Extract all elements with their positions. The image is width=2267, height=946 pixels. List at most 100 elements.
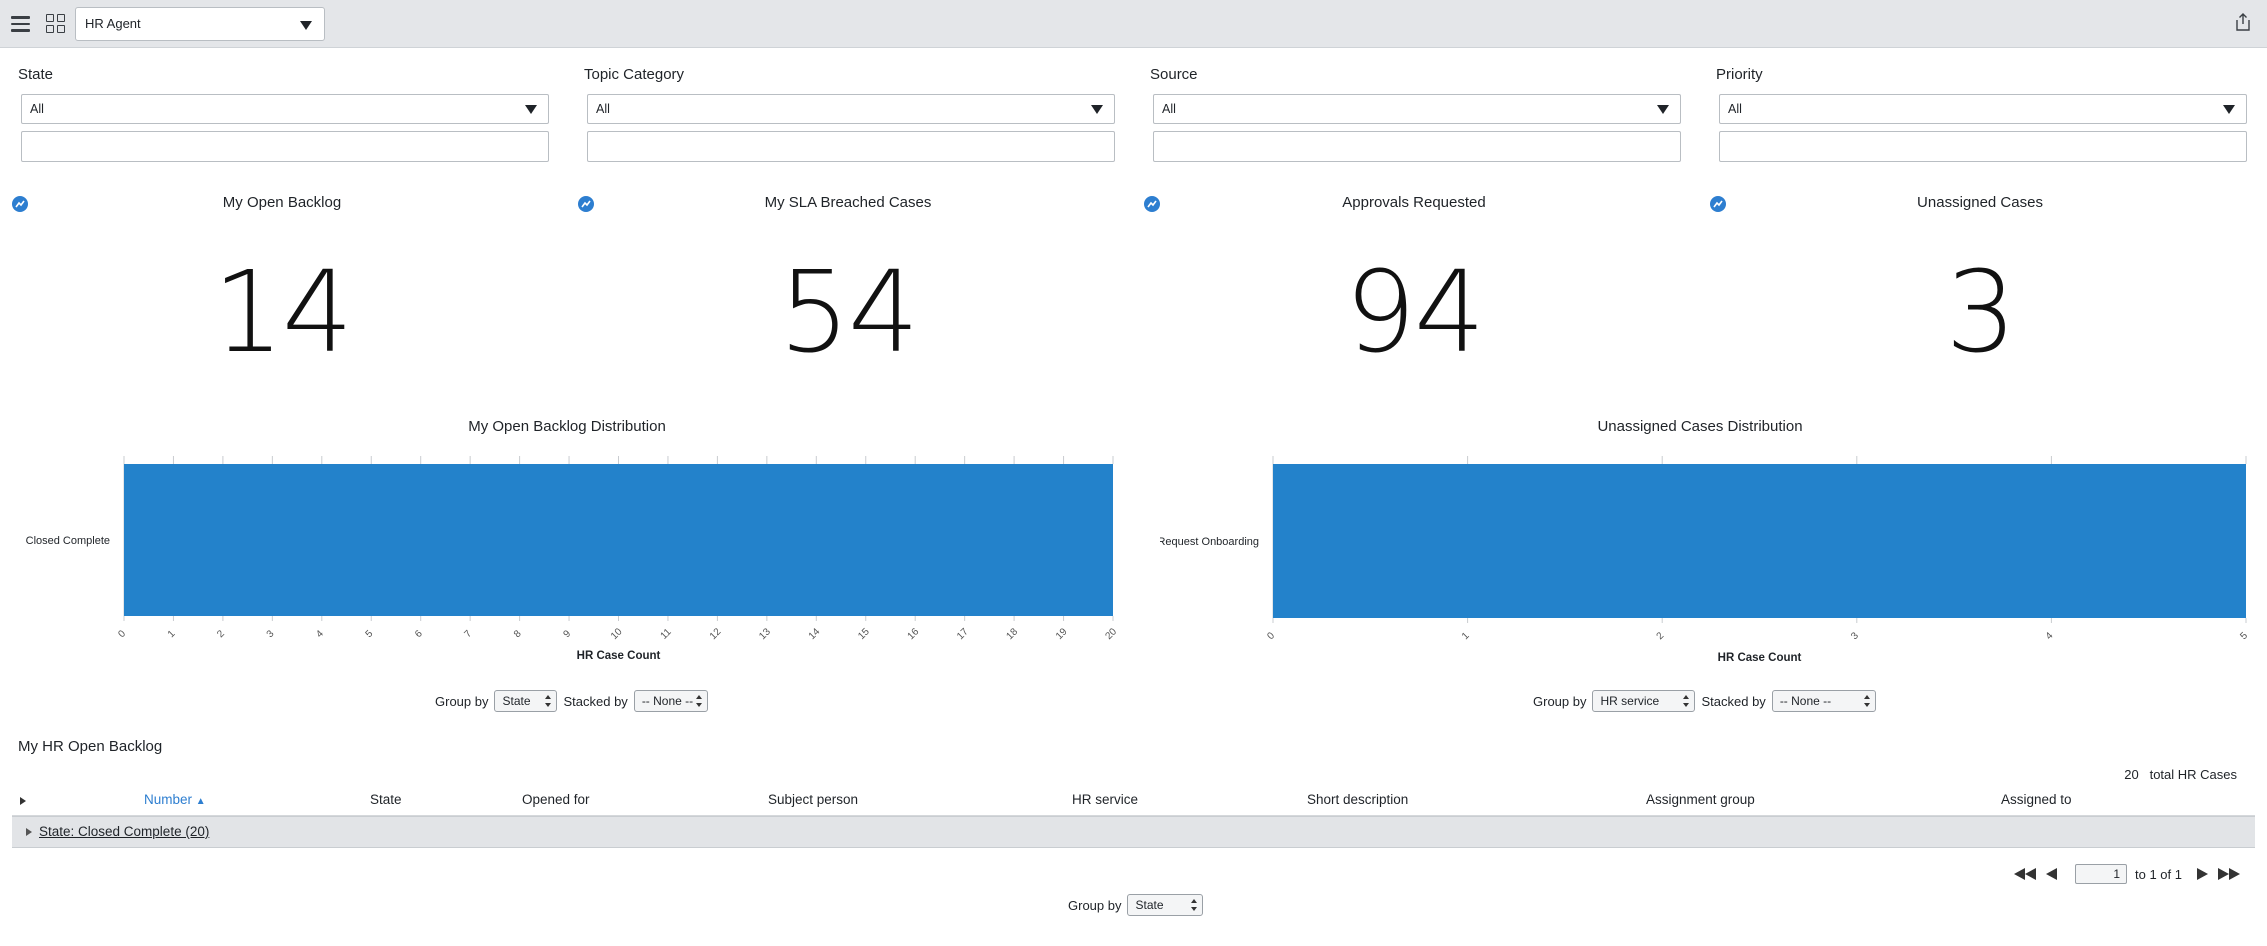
updown-icon: [695, 695, 702, 707]
tick-label: 7: [463, 628, 475, 640]
page-range: to 1 of 1: [2135, 866, 2182, 882]
column-label: Number: [144, 792, 193, 807]
grid-icon[interactable]: [44, 12, 68, 36]
column-state[interactable]: State: [370, 792, 402, 807]
next-page-icon[interactable]: [2196, 868, 2208, 880]
last-page-icon[interactable]: [2218, 868, 2240, 880]
chart-title-unassigned: Unassigned Cases Distribution: [1597, 418, 1803, 435]
dashboard-select-value: HR Agent: [85, 16, 141, 31]
group-row-link[interactable]: State: Closed Complete (20): [39, 824, 210, 839]
tick-label: 18: [1005, 626, 1021, 642]
score-title: Approvals Requested: [1342, 194, 1486, 211]
list-group-by: Group by State: [1068, 894, 1209, 916]
tick-label: 2: [1655, 630, 1667, 642]
tick-label: 17: [955, 626, 971, 642]
tick-label: 3: [1849, 630, 1861, 642]
stacked-by-select[interactable]: -- None --: [1771, 690, 1876, 712]
column-assignment-group[interactable]: Assignment group: [1646, 792, 1755, 807]
analytics-icon[interactable]: [578, 196, 594, 212]
chevron-down-icon: [1657, 105, 1669, 114]
updown-icon: [1863, 695, 1870, 707]
filter-select-source[interactable]: All: [1153, 94, 1681, 124]
dashboard-select[interactable]: HR Agent: [75, 7, 325, 41]
tick-label: 20: [1103, 626, 1119, 642]
score-widget-sla-breached: My SLA Breached Cases 54: [578, 190, 1118, 380]
list-header: Number ▲ State Opened for Subject person…: [12, 786, 2255, 816]
filter-state: State All: [18, 66, 549, 162]
list-group-by-select[interactable]: State: [1127, 894, 1204, 916]
x-axis-title: HR Case Count: [1718, 652, 1802, 664]
expand-all-icon[interactable]: [20, 797, 26, 805]
tick-label: 0: [116, 628, 128, 640]
analytics-icon[interactable]: [1144, 196, 1160, 212]
updown-icon: [1683, 695, 1690, 707]
chart-controls-open-backlog: Group by State Stacked by -- None --: [435, 690, 714, 712]
stacked-by-label: Stacked by: [563, 693, 628, 709]
list-title: My HR Open Backlog: [18, 738, 163, 755]
column-assigned-to[interactable]: Assigned to: [2001, 792, 2072, 807]
filter-input-source[interactable]: [1153, 131, 1681, 162]
tick-label: 3: [265, 628, 277, 640]
analytics-icon[interactable]: [12, 196, 28, 212]
filter-label: State: [18, 66, 54, 83]
score-value[interactable]: 54: [778, 248, 920, 378]
tick-label: 8: [512, 628, 524, 640]
tick-label: 2: [215, 628, 227, 640]
stacked-by-select[interactable]: -- None --: [633, 690, 708, 712]
chevron-down-icon: [2223, 105, 2235, 114]
filter-label: Topic Category: [584, 66, 685, 83]
stacked-by-value: -- None --: [641, 694, 694, 708]
column-hr-service[interactable]: HR service: [1072, 792, 1139, 807]
stacked-by-value: -- None --: [1779, 694, 1832, 708]
tick-label: 4: [2044, 630, 2056, 642]
score-value[interactable]: 14: [212, 248, 354, 378]
tick-label: 19: [1054, 626, 1070, 642]
filter-select-value: All: [1728, 102, 1742, 116]
column-subject-person[interactable]: Subject person: [768, 792, 859, 807]
filter-select-priority[interactable]: All: [1719, 94, 2247, 124]
expand-group-icon[interactable]: [26, 828, 32, 836]
column-short-description[interactable]: Short description: [1307, 792, 1409, 807]
filter-label: Source: [1150, 66, 1198, 83]
column-number[interactable]: Number ▲: [144, 792, 206, 807]
share-icon[interactable]: [2236, 13, 2250, 31]
tick-label: 14: [807, 626, 823, 642]
total-count-label: total HR Cases: [2149, 767, 2237, 782]
score-title: My Open Backlog: [222, 194, 342, 211]
score-widget-my-open-backlog: My Open Backlog 14: [12, 190, 552, 380]
group-by-select[interactable]: State: [494, 690, 558, 712]
group-by-value: State: [1135, 898, 1164, 912]
group-by-select[interactable]: HR service: [1592, 690, 1696, 712]
analytics-icon[interactable]: [1710, 196, 1726, 212]
group-by-label: Group by: [1068, 897, 1122, 913]
tick-label: 1: [1460, 630, 1472, 642]
chart-unassigned-distribution: 0 1 2 3 4 5 Request Onboarding HR Case Count: [1160, 456, 2250, 664]
menu-icon[interactable]: [9, 12, 33, 36]
tick-label: 12: [708, 626, 724, 642]
score-widget-approvals-requested: Approvals Requested 94: [1144, 190, 1684, 380]
x-axis-title: HR Case Count: [577, 650, 661, 662]
tick-label: 13: [757, 626, 773, 642]
filter-select-state[interactable]: All: [21, 94, 549, 124]
tick-label: 1: [166, 628, 178, 640]
filter-input-priority[interactable]: [1719, 131, 2247, 162]
first-page-icon[interactable]: [2014, 868, 2037, 880]
filter-select-value: All: [596, 102, 610, 116]
top-bar: HR Agent: [0, 0, 2267, 48]
filter-select-topic-category[interactable]: All: [587, 94, 1115, 124]
tick-label: 0: [1265, 630, 1277, 642]
score-widget-unassigned-cases: Unassigned Cases 3: [1710, 190, 2250, 380]
chart-title-open-backlog: My Open Backlog Distribution: [468, 418, 666, 435]
previous-page-icon[interactable]: [2046, 868, 2058, 880]
bar: [1273, 464, 2246, 618]
column-opened-for[interactable]: Opened for: [522, 792, 590, 807]
score-title: My SLA Breached Cases: [764, 194, 932, 211]
filter-input-topic-category[interactable]: [587, 131, 1115, 162]
score-value[interactable]: 3: [1945, 248, 2016, 378]
filter-input-state[interactable]: [21, 131, 549, 162]
filter-select-value: All: [30, 102, 44, 116]
page-number-input[interactable]: 1: [2075, 864, 2128, 884]
score-value[interactable]: 94: [1344, 248, 1486, 378]
group-by-label: Group by: [1533, 693, 1587, 709]
